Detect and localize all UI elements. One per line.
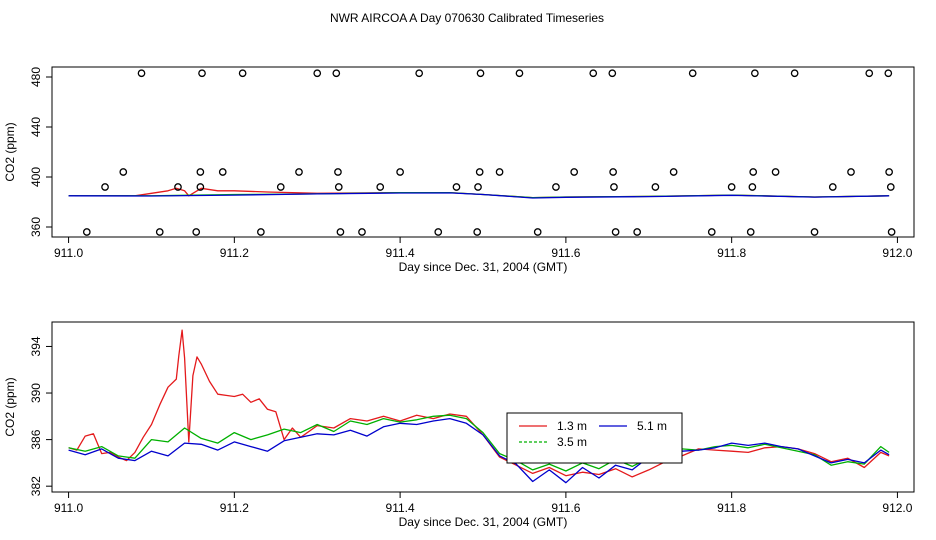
- x-axis-label: Day since Dec. 31, 2004 (GMT): [399, 515, 568, 529]
- y-tick-label: 360: [29, 217, 43, 237]
- data-point: [82, 228, 91, 236]
- data-point: [334, 183, 343, 191]
- y-tick-label: 440: [29, 117, 43, 137]
- data-point: [196, 183, 205, 191]
- data-point: [847, 168, 855, 176]
- data-point: [295, 168, 303, 176]
- data-point: [651, 183, 660, 191]
- data-point: [746, 228, 755, 236]
- figure-title: NWR AIRCOA A Day 070630 Calibrated Times…: [330, 11, 604, 25]
- data-point: [396, 168, 404, 176]
- legend: 1.3 m 3.5 m 5.1 m: [506, 412, 683, 464]
- data-point: [570, 168, 579, 176]
- data-point: [828, 183, 837, 191]
- x-tick-label: 911.8: [717, 501, 746, 515]
- top-panel: 911.0 911.2 911.4 911.6 911.8 912.0 Day since …: [3, 66, 915, 274]
- x-tick-label: 911.0: [54, 246, 83, 260]
- y-tick-label: 400: [29, 167, 43, 187]
- data-point: [474, 183, 482, 191]
- data-point: [332, 69, 341, 78]
- data-point: [589, 69, 598, 78]
- data-point: [865, 69, 874, 78]
- data-point: [155, 228, 164, 236]
- data-point: [476, 69, 485, 78]
- y-tick-label: 382: [29, 476, 43, 496]
- x-tick-label: 911.4: [386, 501, 415, 515]
- data-point: [174, 183, 182, 191]
- data-point: [475, 168, 484, 176]
- x-tick-label: 911.6: [551, 501, 580, 515]
- data-point: [276, 183, 285, 191]
- data-point: [751, 69, 759, 78]
- data-point: [887, 228, 896, 236]
- data-point: [336, 228, 345, 236]
- data-point: [669, 168, 678, 176]
- x-tick-label: 911.8: [717, 246, 746, 260]
- data-point: [610, 183, 618, 191]
- data-point: [533, 228, 542, 236]
- data-point: [884, 69, 893, 78]
- data-point: [434, 228, 443, 236]
- data-point: [452, 183, 461, 191]
- data-point: [238, 69, 247, 78]
- x-tick-label: 912.0: [882, 246, 912, 260]
- bottom-panel: 911.0 911.2 911.4 911.6 911.8 912.0 Day since …: [3, 321, 915, 529]
- data-point: [358, 228, 366, 236]
- data-point: [688, 69, 697, 78]
- data-point: [749, 168, 758, 176]
- x-tick-label: 911.2: [220, 501, 249, 515]
- legend-label: 1.3 m: [557, 419, 587, 433]
- data-point: [771, 168, 780, 176]
- data-point: [473, 228, 482, 236]
- legend-label: 3.5 m: [557, 435, 587, 449]
- x-tick-label: 911.2: [220, 246, 249, 260]
- data-point: [119, 168, 128, 176]
- data-point: [196, 168, 205, 176]
- data-point: [495, 168, 504, 176]
- data-point: [611, 228, 620, 236]
- data-point: [790, 69, 799, 78]
- data-point: [192, 228, 201, 236]
- x-tick-label: 912.0: [882, 501, 912, 515]
- data-point: [608, 69, 617, 78]
- data-point: [810, 228, 819, 236]
- data-point: [633, 228, 642, 236]
- data-point: [257, 228, 265, 236]
- y-axis-label: CO2 (ppm): [3, 377, 17, 436]
- data-point: [218, 168, 227, 176]
- data-point: [376, 183, 385, 191]
- series-line-5-1-m: [68, 192, 890, 199]
- data-point: [137, 69, 146, 78]
- data-point: [707, 228, 716, 236]
- data-point: [552, 183, 560, 191]
- x-tick-label: 911.0: [54, 501, 83, 515]
- data-point: [515, 69, 524, 78]
- y-tick-label: 386: [29, 429, 43, 449]
- plot-frame: [51, 66, 915, 238]
- plot-frame: [51, 321, 915, 493]
- series-line-5-1-m: [68, 417, 890, 484]
- data-point: [334, 168, 342, 176]
- x-tick-label: 911.4: [386, 246, 415, 260]
- data-point: [198, 69, 206, 78]
- data-point: [886, 183, 895, 191]
- legend-box: [506, 412, 683, 464]
- y-tick-label: 390: [29, 383, 43, 403]
- legend-label: 5.1 m: [637, 419, 667, 433]
- data-point: [609, 168, 617, 176]
- data-point: [415, 69, 424, 78]
- data-point: [727, 183, 736, 191]
- data-point: [313, 69, 322, 78]
- data-point: [101, 183, 109, 191]
- series-line-1-3-m: [68, 329, 890, 478]
- y-tick-label: 394: [29, 336, 43, 356]
- data-point: [885, 168, 893, 176]
- x-tick-label: 911.6: [551, 246, 580, 260]
- data-point: [748, 183, 757, 191]
- x-axis-label: Day since Dec. 31, 2004 (GMT): [399, 260, 568, 274]
- y-tick-label: 480: [29, 67, 43, 87]
- y-axis-label: CO2 (ppm): [3, 122, 17, 181]
- series-line-3-5-m: [68, 414, 890, 472]
